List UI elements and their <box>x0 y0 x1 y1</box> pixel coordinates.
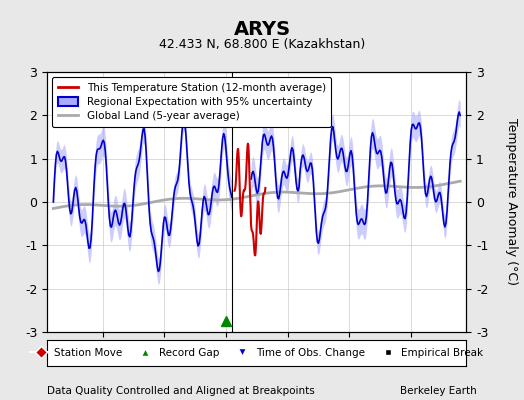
Legend: Station Move, Record Gap, Time of Obs. Change, Empirical Break: Station Move, Record Gap, Time of Obs. C… <box>27 345 486 361</box>
Text: 42.433 N, 68.800 E (Kazakhstan): 42.433 N, 68.800 E (Kazakhstan) <box>159 38 365 51</box>
Text: Berkeley Earth: Berkeley Earth <box>400 386 477 396</box>
Y-axis label: Temperature Anomaly (°C): Temperature Anomaly (°C) <box>505 118 518 286</box>
Legend: This Temperature Station (12-month average), Regional Expectation with 95% uncer: This Temperature Station (12-month avera… <box>52 77 331 127</box>
Text: Data Quality Controlled and Aligned at Breakpoints: Data Quality Controlled and Aligned at B… <box>47 386 315 396</box>
Text: ARYS: ARYS <box>233 20 291 39</box>
